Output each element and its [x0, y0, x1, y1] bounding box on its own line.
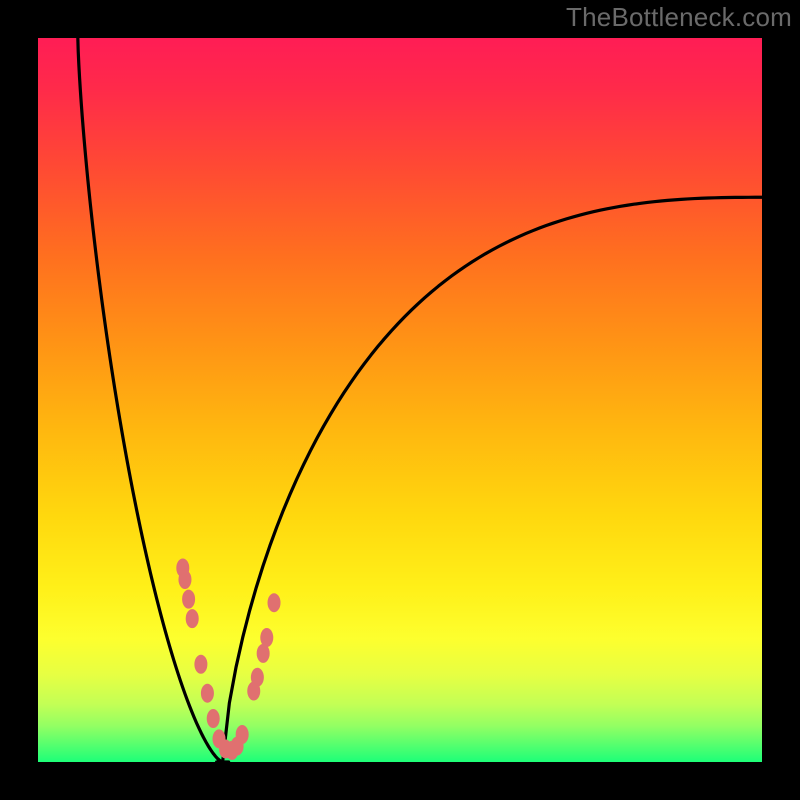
marker-point — [251, 668, 264, 687]
chart-stage: TheBottleneck.com — [0, 0, 800, 800]
marker-point — [207, 709, 220, 728]
marker-point — [260, 628, 273, 647]
marker-point — [236, 725, 249, 744]
bottleneck-chart — [0, 0, 800, 800]
marker-point — [182, 590, 195, 609]
marker-point — [194, 655, 207, 674]
marker-point — [186, 609, 199, 628]
marker-point — [178, 570, 191, 589]
plot-background — [38, 38, 762, 762]
marker-point — [268, 593, 281, 612]
watermark-text: TheBottleneck.com — [566, 2, 792, 33]
marker-point — [201, 684, 214, 703]
